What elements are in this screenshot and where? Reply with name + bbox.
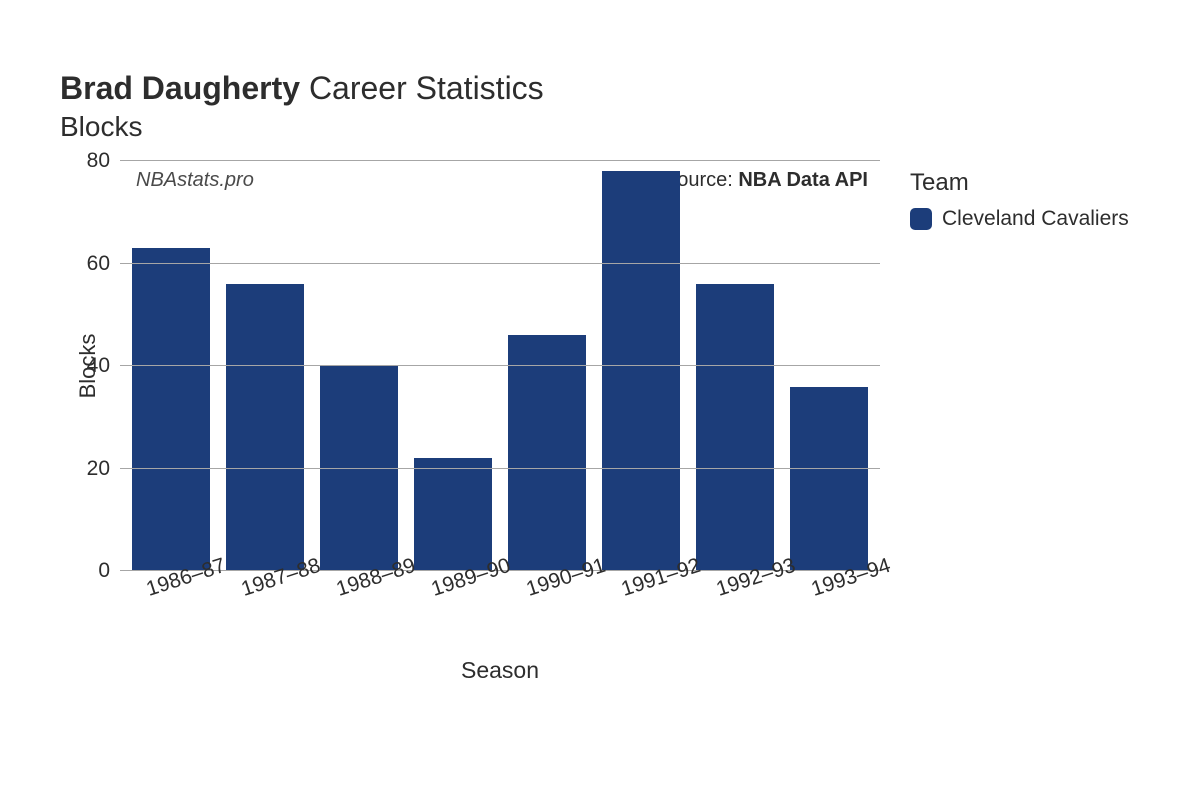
x-label-slot: 1986–87 bbox=[120, 571, 215, 643]
bar-slot bbox=[218, 161, 312, 571]
bar-slot bbox=[500, 161, 594, 571]
x-label-slot: 1993–94 bbox=[785, 571, 880, 643]
bar bbox=[696, 284, 775, 571]
x-label-slot: 1987–88 bbox=[215, 571, 310, 643]
legend-title: Team bbox=[910, 169, 1129, 197]
bar-slot bbox=[594, 161, 688, 571]
legend: Team Cleveland Cavaliers bbox=[910, 161, 1129, 237]
bar-slot bbox=[406, 161, 500, 571]
title-player-name: Brad Daugherty bbox=[60, 70, 300, 106]
bar bbox=[508, 335, 587, 571]
bar-slot bbox=[312, 161, 406, 571]
legend-label: Cleveland Cavaliers bbox=[942, 207, 1129, 231]
bars-row bbox=[120, 161, 880, 571]
x-label-slot: 1989–90 bbox=[405, 571, 500, 643]
legend-swatch-icon bbox=[910, 208, 932, 230]
plot-box: Blocks NBAstats.pro Source: NBA Data API… bbox=[120, 161, 880, 571]
chart-container: Brad Daugherty Career Statistics Blocks … bbox=[0, 0, 1200, 724]
y-tick-label: 20 bbox=[87, 457, 110, 481]
bar bbox=[790, 387, 869, 572]
page-subtitle: Blocks bbox=[60, 111, 1140, 143]
chart-wrapper: Blocks NBAstats.pro Source: NBA Data API… bbox=[60, 161, 1140, 684]
bar bbox=[414, 458, 493, 571]
gridline bbox=[120, 365, 880, 366]
gridline bbox=[120, 263, 880, 264]
x-label-slot: 1990–91 bbox=[500, 571, 595, 643]
legend-items: Cleveland Cavaliers bbox=[910, 207, 1129, 231]
bar bbox=[602, 171, 681, 571]
x-label-slot: 1992–93 bbox=[690, 571, 785, 643]
bar bbox=[226, 284, 305, 571]
bar-slot bbox=[688, 161, 782, 571]
y-tick-label: 40 bbox=[87, 354, 110, 378]
bar-slot bbox=[124, 161, 218, 571]
gridline bbox=[120, 160, 880, 161]
x-label-slot: 1988–89 bbox=[310, 571, 405, 643]
y-tick-label: 60 bbox=[87, 252, 110, 276]
legend-item: Cleveland Cavaliers bbox=[910, 207, 1129, 231]
bar bbox=[132, 248, 211, 571]
chart-area: Blocks NBAstats.pro Source: NBA Data API… bbox=[60, 161, 880, 684]
y-tick-label: 0 bbox=[98, 559, 110, 583]
bar-slot bbox=[782, 161, 876, 571]
gridline bbox=[120, 468, 880, 469]
page-title: Brad Daugherty Career Statistics bbox=[60, 70, 1140, 107]
x-label-slot: 1991–92 bbox=[595, 571, 690, 643]
x-axis-title: Season bbox=[120, 657, 880, 684]
y-tick-label: 80 bbox=[87, 149, 110, 173]
x-labels-row: 1986–871987–881988–891989–901990–911991–… bbox=[120, 571, 880, 643]
title-suffix: Career Statistics bbox=[300, 70, 544, 106]
bar bbox=[320, 366, 399, 571]
